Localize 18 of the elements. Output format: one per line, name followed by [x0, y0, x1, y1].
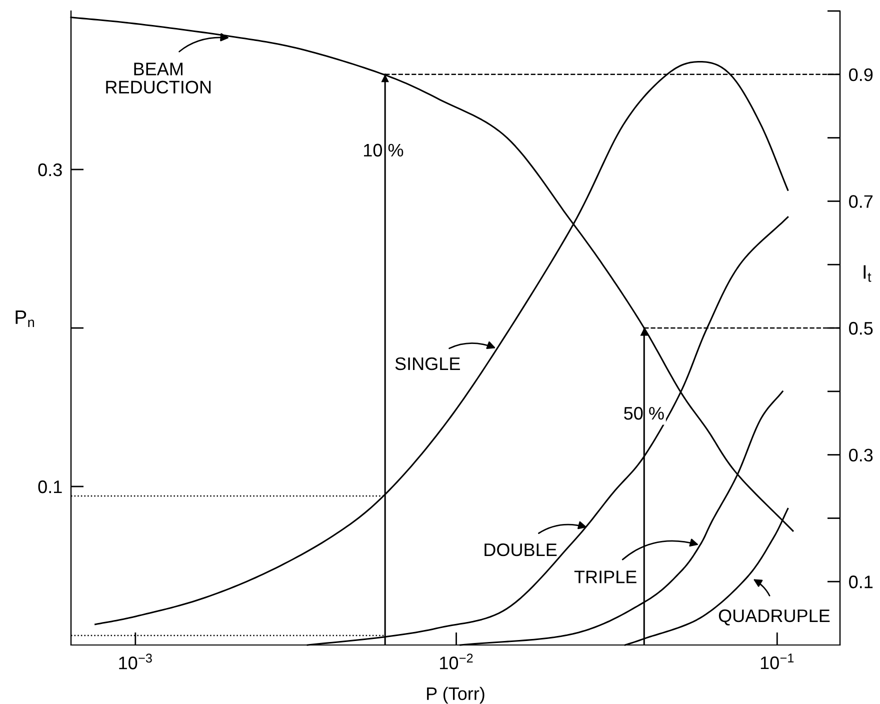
annotation: SINGLE [395, 357, 460, 370]
annotation: 50 % [624, 406, 664, 420]
annotation: TRIPLE [574, 570, 636, 584]
annotation: DOUBLE [484, 543, 557, 556]
y2-tick-label: 0.9 [849, 68, 873, 82]
annotation: BEAM REDUCTION [106, 62, 211, 94]
x-tick-label: 10$^{−3}$ [119, 654, 152, 670]
y2-tick-label: 0.7 [849, 195, 873, 208]
annotation: 10 % [364, 144, 404, 157]
annotation: QUADRUPLE [718, 609, 830, 626]
y2-tick-label: 0.3 [849, 448, 873, 462]
x-tick-label: 10$^{−1}$ [760, 654, 794, 670]
y2-axis-title: I$_{t}$ [864, 265, 872, 282]
y-axis-title: P$_{n}$ [16, 310, 34, 328]
x-tick-label: 10$^{−2}$ [440, 654, 473, 670]
y2-tick-label: 0.5 [849, 322, 873, 335]
y2-tick-label: 0.1 [849, 576, 873, 588]
x-axis-title: P (Torr) [427, 686, 484, 704]
